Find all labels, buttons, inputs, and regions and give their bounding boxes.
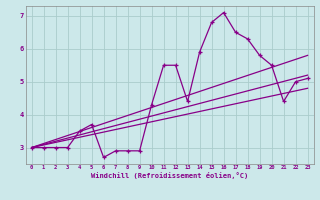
X-axis label: Windchill (Refroidissement éolien,°C): Windchill (Refroidissement éolien,°C) — [91, 172, 248, 179]
